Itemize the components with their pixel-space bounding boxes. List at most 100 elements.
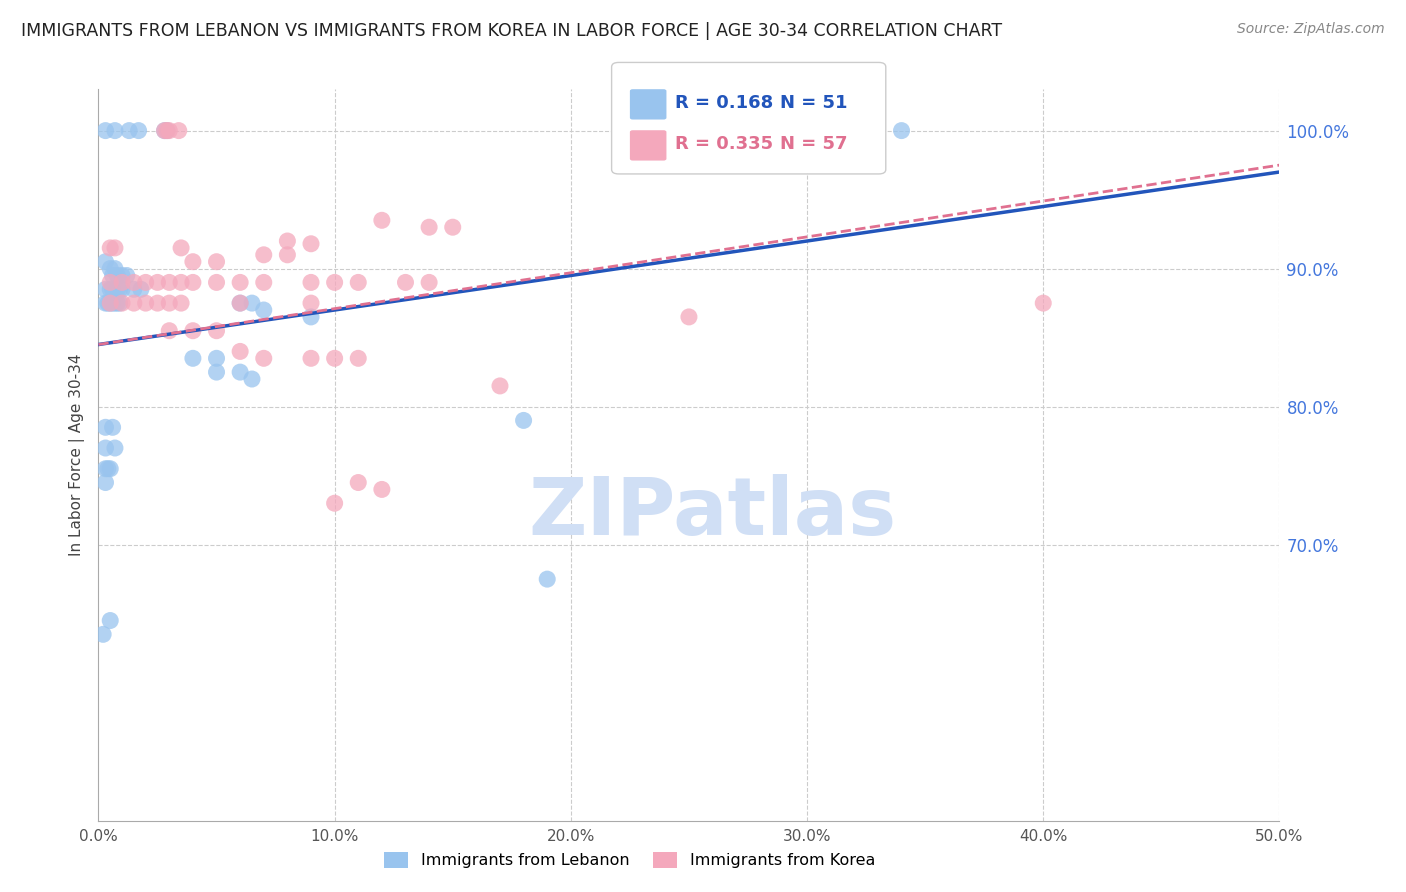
Point bbox=[98, 296, 121, 310]
Point bbox=[253, 303, 276, 318]
Point bbox=[98, 261, 121, 276]
Point bbox=[91, 627, 114, 641]
Point bbox=[299, 296, 322, 310]
Point bbox=[111, 296, 134, 310]
Point bbox=[512, 413, 534, 427]
Point bbox=[170, 241, 193, 255]
Point bbox=[104, 241, 127, 255]
Point bbox=[94, 441, 117, 455]
Point bbox=[129, 282, 152, 296]
Point bbox=[229, 344, 252, 359]
Point bbox=[299, 276, 322, 290]
Point bbox=[98, 461, 121, 475]
Point bbox=[108, 296, 131, 310]
Point bbox=[323, 496, 346, 510]
Point bbox=[229, 365, 252, 379]
Point bbox=[97, 461, 120, 475]
Point bbox=[371, 483, 394, 497]
Point bbox=[418, 220, 440, 235]
Point bbox=[170, 276, 193, 290]
Point bbox=[418, 276, 440, 290]
Point bbox=[347, 475, 370, 490]
Point bbox=[111, 282, 134, 296]
Point bbox=[98, 276, 121, 290]
Point bbox=[94, 420, 117, 434]
Point bbox=[276, 234, 298, 248]
Point bbox=[105, 282, 128, 296]
Point bbox=[104, 296, 127, 310]
Point bbox=[205, 351, 228, 366]
Point bbox=[105, 268, 128, 283]
Point bbox=[371, 213, 394, 227]
Point bbox=[157, 123, 180, 137]
Point bbox=[122, 282, 145, 296]
Point bbox=[441, 220, 464, 235]
Point bbox=[205, 324, 228, 338]
Point bbox=[299, 310, 322, 324]
Point bbox=[94, 461, 117, 475]
Y-axis label: In Labor Force | Age 30-34: In Labor Force | Age 30-34 bbox=[69, 353, 84, 557]
Point bbox=[94, 254, 117, 268]
Point bbox=[98, 614, 121, 628]
Point bbox=[181, 324, 204, 338]
Point bbox=[105, 296, 128, 310]
Text: Source: ZipAtlas.com: Source: ZipAtlas.com bbox=[1237, 22, 1385, 37]
Point bbox=[240, 372, 263, 386]
Point bbox=[104, 123, 127, 137]
Point bbox=[128, 123, 150, 137]
Point bbox=[97, 296, 120, 310]
Point bbox=[104, 261, 127, 276]
Point bbox=[181, 276, 204, 290]
Text: R = 0.335: R = 0.335 bbox=[675, 135, 773, 153]
Point bbox=[118, 123, 141, 137]
Point bbox=[111, 276, 134, 290]
Point bbox=[94, 475, 117, 490]
Text: ZIPatlas: ZIPatlas bbox=[529, 475, 897, 552]
Point bbox=[108, 282, 131, 296]
Point bbox=[394, 276, 416, 290]
Point bbox=[94, 282, 117, 296]
Point bbox=[276, 248, 298, 262]
Point bbox=[253, 351, 276, 366]
Point bbox=[153, 123, 176, 137]
Point bbox=[104, 441, 127, 455]
Point bbox=[135, 296, 157, 310]
Point bbox=[98, 296, 121, 310]
Point bbox=[323, 351, 346, 366]
Point bbox=[347, 276, 370, 290]
Legend: Immigrants from Lebanon, Immigrants from Korea: Immigrants from Lebanon, Immigrants from… bbox=[378, 846, 882, 875]
Point bbox=[181, 351, 204, 366]
Point bbox=[181, 254, 204, 268]
Point bbox=[101, 282, 124, 296]
Text: N = 57: N = 57 bbox=[780, 135, 848, 153]
Point bbox=[253, 248, 276, 262]
Point bbox=[115, 268, 138, 283]
Point bbox=[347, 351, 370, 366]
Point bbox=[170, 296, 193, 310]
Text: IMMIGRANTS FROM LEBANON VS IMMIGRANTS FROM KOREA IN LABOR FORCE | AGE 30-34 CORR: IMMIGRANTS FROM LEBANON VS IMMIGRANTS FR… bbox=[21, 22, 1002, 40]
Text: R = 0.168: R = 0.168 bbox=[675, 94, 773, 112]
Point bbox=[156, 123, 179, 137]
Point bbox=[98, 282, 121, 296]
Point bbox=[678, 310, 700, 324]
Point bbox=[205, 365, 228, 379]
Text: N = 51: N = 51 bbox=[780, 94, 848, 112]
Point bbox=[229, 276, 252, 290]
Point bbox=[167, 123, 190, 137]
Point bbox=[157, 296, 180, 310]
Point bbox=[146, 276, 169, 290]
Point bbox=[536, 572, 558, 586]
Point bbox=[101, 420, 124, 434]
Point bbox=[205, 276, 228, 290]
Point bbox=[1032, 296, 1054, 310]
Point bbox=[240, 296, 263, 310]
Point bbox=[299, 351, 322, 366]
Point bbox=[323, 276, 346, 290]
Point bbox=[253, 276, 276, 290]
Point bbox=[205, 254, 228, 268]
Point bbox=[94, 296, 117, 310]
Point bbox=[157, 276, 180, 290]
Point bbox=[122, 296, 145, 310]
Point bbox=[489, 379, 512, 393]
Point bbox=[153, 123, 176, 137]
